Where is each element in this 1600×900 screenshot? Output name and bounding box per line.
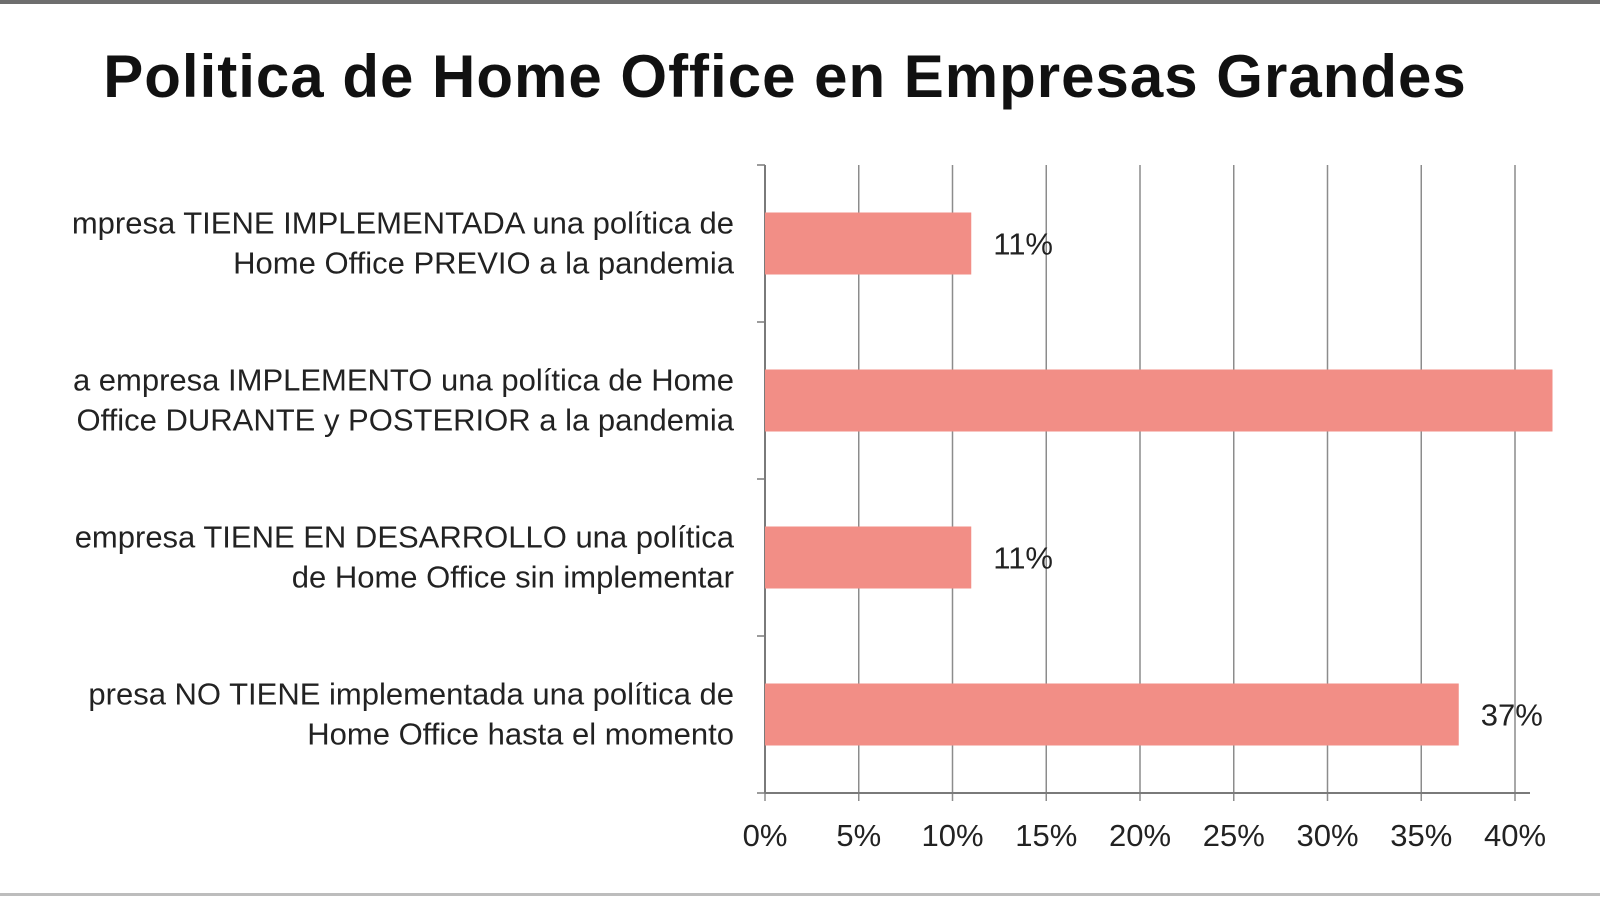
x-tick-label: 25% [1203, 818, 1265, 853]
bar [765, 683, 1459, 746]
category-label: Home Office PREVIO a la pandemia [233, 246, 735, 281]
x-tick-label: 10% [921, 818, 983, 853]
category-label: mpresa TIENE IMPLEMENTADA una política d… [72, 206, 734, 241]
x-tick-label: 30% [1296, 818, 1358, 853]
x-tick-label: 5% [836, 818, 881, 853]
data-label: 11% [993, 227, 1053, 262]
x-tick-label: 40% [1484, 818, 1546, 853]
chart-title: Politica de Home Office en Empresas Gran… [103, 43, 1467, 110]
category-label: a empresa IMPLEMENTO una política de Hom… [73, 363, 734, 398]
bar [765, 526, 972, 589]
bar [765, 212, 972, 275]
x-tick-label: 35% [1390, 818, 1452, 853]
x-tick-label: 20% [1109, 818, 1171, 853]
bar [765, 369, 1553, 432]
data-label: 11% [993, 541, 1053, 576]
x-tick-label: 0% [743, 818, 788, 853]
category-label: empresa TIENE EN DESARROLLO una política [75, 520, 735, 555]
category-label: de Home Office sin implementar [292, 560, 734, 595]
data-label: 37% [1481, 698, 1543, 733]
category-label: Home Office hasta el momento [307, 717, 734, 752]
chart-frame-top [0, 0, 1600, 4]
category-label: presa NO TIENE implementada una política… [88, 677, 734, 712]
x-tick-label: 15% [1015, 818, 1077, 853]
chart-frame-bottom [0, 893, 1600, 896]
category-label: Office DURANTE y POSTERIOR a la pandemia [76, 403, 734, 438]
